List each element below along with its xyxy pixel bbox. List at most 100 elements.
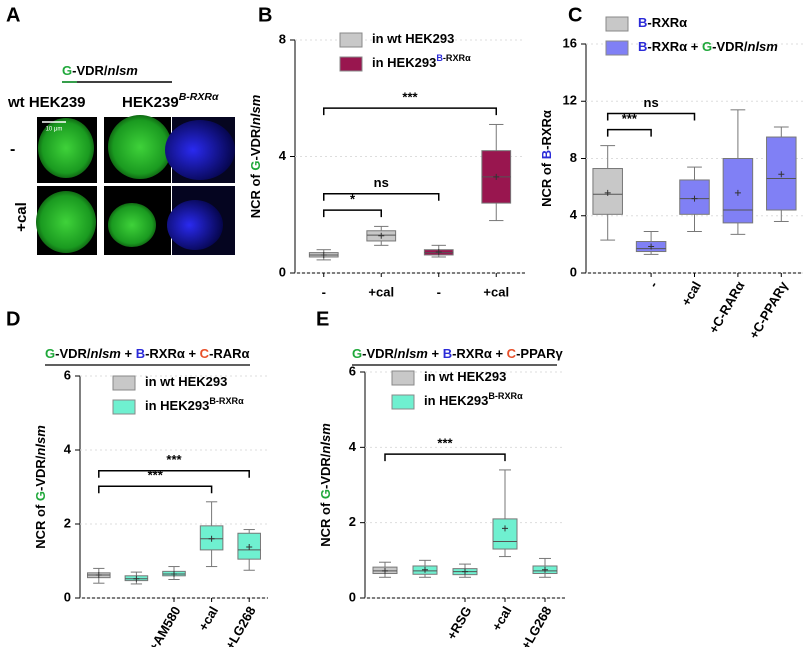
legend-swatch	[112, 375, 136, 391]
text-segment: -VDR/	[248, 125, 263, 161]
text-segment: -VDR/	[33, 455, 48, 491]
y-tick-label: 0	[64, 589, 71, 604]
box	[492, 518, 518, 550]
text-segment: wt HEK239	[7, 94, 86, 111]
text-segment: NCR of	[33, 501, 48, 549]
legend-swatch	[391, 394, 415, 410]
significance-bracket	[606, 128, 652, 137]
mean-marker	[422, 566, 428, 573]
text-segment: -VDR/	[712, 39, 748, 54]
mean-marker	[171, 570, 177, 577]
legend-swatch	[112, 399, 136, 415]
panel-letter: B	[258, 4, 272, 26]
panel-letter: C	[568, 4, 582, 26]
text-segment: B	[443, 346, 452, 361]
x-tick-label: +cal	[678, 279, 704, 309]
column-label: wt HEK239	[7, 94, 86, 111]
x-tick-label: +AM580	[146, 604, 184, 647]
text-segment: -VDR/	[318, 453, 333, 489]
x-tick-label: +LG268	[222, 604, 259, 647]
legend-swatch	[605, 40, 629, 56]
significance-bracket	[323, 107, 497, 116]
mean-marker	[435, 249, 442, 256]
legend-swatch	[605, 16, 629, 32]
text-segment: nlsm	[248, 94, 263, 125]
mean-marker	[378, 232, 385, 239]
significance-label: ns	[374, 175, 389, 190]
mean-marker	[133, 575, 140, 582]
text-segment: nlsm	[91, 346, 122, 361]
mean-marker	[542, 566, 548, 573]
x-tick-label: +cal	[489, 604, 515, 634]
text-segment: +	[121, 346, 136, 361]
x-tick-label: +C-RARα	[706, 279, 748, 336]
mean-marker	[734, 189, 741, 196]
significance-label: ***	[402, 90, 418, 105]
text-segment: nlsm	[108, 63, 139, 78]
mean-marker	[95, 572, 102, 579]
x-tick-label: +RSG	[444, 604, 475, 642]
text-segment: in HEK293	[372, 55, 436, 70]
significance-bracket	[323, 193, 440, 201]
text-segment: -RXRα +	[145, 346, 200, 361]
mean-marker	[648, 243, 655, 250]
scale-bar-label: 10 μm	[46, 127, 63, 133]
x-tick-label: +LG268	[518, 604, 555, 647]
panel-letter: E	[316, 308, 329, 330]
y-axis-label: NCR of G-VDR/nlsm	[318, 423, 333, 547]
y-tick-label: 8	[279, 31, 286, 46]
text-segment: in wt HEK293	[145, 374, 227, 389]
text-segment: B	[638, 39, 647, 54]
x-tick-label: -	[646, 279, 661, 290]
mean-marker	[246, 543, 253, 550]
text-segment: HEK239	[122, 94, 179, 111]
x-tick-label: -	[322, 284, 326, 299]
text-segment: B-RXRα	[488, 391, 523, 401]
text-segment: nlsm	[398, 346, 429, 361]
text-segment: -RXRα +	[647, 39, 702, 54]
panel-letter: D	[6, 308, 20, 330]
text-segment: G	[248, 160, 263, 170]
x-tick-label: +cal	[195, 604, 221, 634]
significance-label: ***	[622, 111, 638, 126]
significance-bracket	[98, 485, 213, 494]
significance-label: ***	[166, 452, 182, 467]
significance-label: ***	[437, 436, 453, 451]
text-segment: B-RXRα	[209, 396, 244, 406]
y-tick-label: 4	[349, 439, 357, 454]
panel-a-title: G-VDR/nlsm	[62, 63, 138, 78]
mean-marker	[778, 171, 785, 178]
mean-marker	[382, 567, 388, 574]
legend-label: in HEK293B-RXRα	[424, 391, 523, 408]
text-segment: -VDR/	[55, 346, 91, 361]
y-tick-label: 12	[563, 93, 577, 108]
text-segment: B-RXRα	[179, 91, 219, 103]
y-tick-label: 16	[563, 35, 577, 50]
significance-bracket	[606, 112, 696, 121]
y-axis-label: NCR of G-VDR/nlsm	[248, 94, 263, 218]
text-segment: NCR of	[248, 171, 263, 219]
mean-marker	[493, 173, 500, 180]
text-segment: B	[436, 53, 443, 63]
y-tick-label: 4	[279, 148, 287, 163]
panel-title: G-VDR/nlsm + B-RXRα + C-RARα	[45, 346, 250, 361]
y-tick-label: 6	[64, 367, 71, 382]
text-segment: in HEK293	[145, 398, 209, 413]
text-segment: -RXRα	[539, 110, 554, 150]
text-segment: -RXRα +	[452, 346, 507, 361]
text-segment: B	[539, 150, 554, 159]
y-tick-label: 4	[570, 207, 578, 222]
significance-label: *	[350, 192, 356, 207]
text-segment: in wt HEK293	[424, 369, 506, 384]
y-tick-label: 2	[349, 514, 356, 529]
mean-marker	[208, 535, 215, 542]
text-segment: G	[62, 63, 72, 78]
y-tick-label: 6	[349, 363, 356, 378]
text-segment: nlsm	[748, 39, 779, 54]
mean-marker	[691, 195, 698, 202]
x-tick-label: +cal	[368, 284, 394, 299]
x-tick-label: +cal	[483, 284, 509, 299]
significance-bracket	[384, 453, 506, 462]
legend-label: in HEK293B-RXRα	[372, 53, 471, 70]
panel-letter: A	[6, 4, 20, 26]
